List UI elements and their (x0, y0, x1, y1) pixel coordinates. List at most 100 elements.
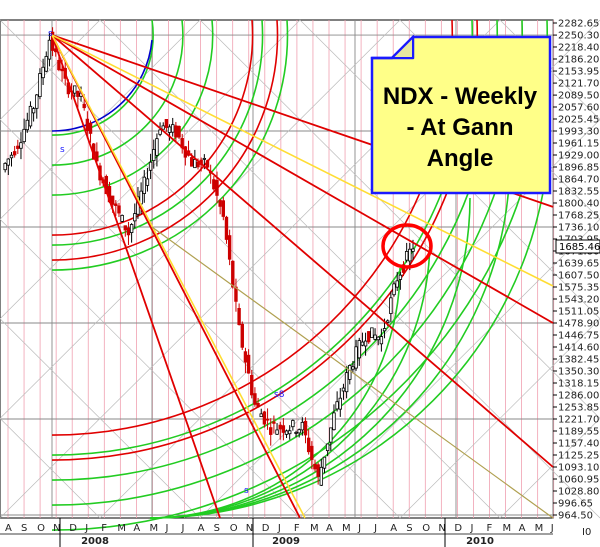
month-tick-label: S (214, 523, 220, 534)
candle-body (250, 375, 254, 396)
candle-body (212, 179, 216, 190)
candle-body (367, 331, 371, 343)
candle-body (332, 412, 336, 431)
candle-body (82, 103, 86, 109)
candle-body (297, 429, 301, 434)
candle-body (25, 119, 29, 131)
candle-body (325, 443, 330, 452)
price-tick-label: 1157.40 (558, 439, 599, 450)
candle-body (28, 105, 33, 127)
candle-body (344, 372, 349, 393)
note-line-2: - At Gann (406, 114, 513, 141)
month-tick-label: J (181, 523, 185, 534)
candle-body (348, 365, 352, 380)
month-tick-label: A (5, 523, 12, 534)
candle-body (117, 205, 121, 214)
candle-body (3, 163, 7, 171)
price-tick-label: 1446.75 (558, 331, 599, 342)
gann-line-yellow (51, 34, 306, 519)
candle-body (237, 308, 241, 326)
gann-arc-red (51, 19, 254, 236)
month-tick-label: M (535, 523, 544, 534)
year-tick-label: 2009 (272, 536, 300, 547)
price-tick-label: 2121.70 (558, 79, 599, 90)
candle-body (287, 430, 292, 435)
price-tick-label: 1028.80 (558, 487, 599, 498)
candle-body (294, 432, 298, 434)
candle-body (218, 200, 222, 207)
candle-body (231, 260, 235, 288)
candle-body (126, 227, 131, 236)
candle-body (386, 320, 390, 323)
candle-body (22, 128, 26, 143)
candle-body (129, 224, 134, 233)
candle-body (357, 340, 361, 359)
candle-body (382, 328, 387, 332)
candle-body (354, 346, 358, 369)
candle-body (379, 336, 384, 345)
candle-body (167, 126, 172, 133)
price-tick-label: 2282.65 (558, 19, 599, 30)
month-tick-label: A (326, 523, 333, 534)
gann-fan-line-red (51, 34, 554, 324)
candle-body (88, 122, 93, 134)
candle-body (196, 161, 200, 168)
swing-annotation: s (48, 29, 53, 39)
month-tick-label: D (69, 523, 77, 534)
price-tick-label: 1253.85 (558, 403, 599, 414)
candle-body (272, 421, 276, 424)
month-tick-label: M (342, 523, 351, 534)
gann-angle-lines (51, 34, 554, 519)
candle-body (9, 154, 14, 159)
month-tick-label: J (165, 523, 169, 534)
candle-body (360, 341, 365, 346)
price-tick-label: 1125.25 (558, 451, 599, 462)
candle-body (240, 323, 244, 348)
month-tick-label: F (101, 523, 107, 534)
price-tick-label: 1993.30 (558, 127, 599, 138)
price-tick-label: 1864.70 (558, 175, 599, 186)
candle-body (322, 456, 327, 469)
year-tick-label: 2008 (81, 536, 109, 547)
candle-body (35, 94, 39, 109)
price-tick-label: 996.65 (558, 499, 593, 510)
candle-body (370, 327, 374, 339)
price-tick-label: 1543.20 (558, 295, 599, 306)
price-tick-label: 1607.50 (558, 271, 599, 282)
candle-body (73, 85, 77, 94)
candle-body (281, 425, 286, 433)
price-tick-label: 964.50 (558, 511, 593, 522)
candle-body (60, 68, 64, 72)
candle-body (306, 437, 311, 453)
month-tick-label: J (84, 523, 88, 534)
year-tick-label: 2010 (466, 536, 494, 547)
month-tick-label: M (503, 523, 512, 534)
month-tick-label: D (262, 523, 270, 534)
month-tick-label: N (438, 523, 445, 534)
candle-body (351, 366, 355, 370)
gann-lattice-diagonal (0, 19, 301, 320)
candle-body (275, 429, 279, 435)
candle-body (265, 418, 270, 421)
gann-lattice-diagonal (0, 318, 201, 519)
price-tick-label: 1768.25 (558, 211, 599, 222)
price-tick-label: 2057.60 (558, 103, 599, 114)
candle-body (224, 216, 229, 240)
gann-lattice-diagonal (299, 218, 600, 519)
candle-body (148, 161, 153, 171)
gann-fan-line-red (51, 34, 554, 468)
gann-arc-green (51, 19, 289, 271)
current-price-marker: 1685.46 (555, 239, 600, 254)
candle-body (133, 213, 137, 222)
month-tick-label: A (390, 523, 397, 534)
price-tick-label: 1350.30 (558, 367, 599, 378)
gann-arc-green-lower (149, 157, 511, 519)
gann-line-yellow (51, 34, 554, 287)
price-candles (3, 27, 415, 487)
candle-body (177, 125, 181, 138)
candle-body (269, 427, 273, 435)
price-tick-label: 1961.15 (558, 139, 599, 150)
gann-arc-green-lower (149, 117, 551, 519)
month-tick-label: S (21, 523, 27, 534)
